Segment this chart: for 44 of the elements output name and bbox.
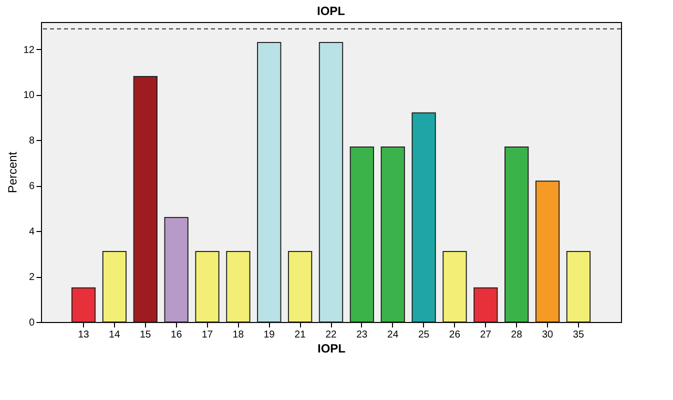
bar	[195, 251, 220, 322]
bar	[164, 216, 188, 322]
bar	[350, 146, 374, 322]
chart-title: IOPL	[316, 4, 346, 18]
x-tick-label: 19	[264, 330, 276, 340]
y-tick-label: 12	[23, 44, 35, 56]
x-tick-label: 30	[542, 330, 554, 340]
bar	[442, 251, 467, 322]
bar	[566, 251, 591, 322]
x-tick-label: 22	[325, 330, 337, 340]
bar	[257, 42, 282, 322]
bar	[102, 251, 127, 322]
x-tick-label: 21	[294, 330, 306, 340]
x-tick-label: 14	[108, 330, 120, 340]
y-tick-label: 2	[28, 272, 35, 284]
x-tick-label: 25	[418, 330, 430, 340]
y-tick-label: 0	[28, 318, 35, 328]
bar	[535, 180, 560, 322]
y-tick-label: 10	[23, 90, 35, 102]
bar	[288, 251, 312, 322]
y-tick-label: 6	[28, 181, 35, 192]
bar	[71, 287, 96, 322]
bar	[412, 112, 436, 322]
x-tick-label: 24	[387, 330, 399, 340]
y-tick-label: 4	[28, 226, 35, 238]
x-tick-label: 13	[78, 330, 90, 340]
bar	[474, 287, 498, 322]
bar	[133, 76, 158, 322]
x-tick-label: 17	[202, 330, 214, 340]
x-tick-label: 23	[356, 330, 368, 340]
bar	[226, 251, 250, 322]
x-tick-label: 27	[480, 330, 492, 340]
bar	[318, 42, 344, 322]
bar	[504, 146, 529, 322]
y-axis-title: Percent	[5, 151, 20, 194]
x-tick-label: 26	[449, 330, 461, 340]
x-tick-label: 18	[232, 330, 244, 340]
x-tick-label: 35	[572, 330, 584, 340]
x-tick-label: 16	[170, 330, 182, 340]
bar	[380, 146, 405, 322]
x-axis-title: IOPL	[317, 342, 346, 356]
y-tick-label: 8	[28, 136, 35, 147]
x-tick-label: 15	[140, 330, 152, 340]
x-tick-label: 28	[511, 330, 523, 340]
